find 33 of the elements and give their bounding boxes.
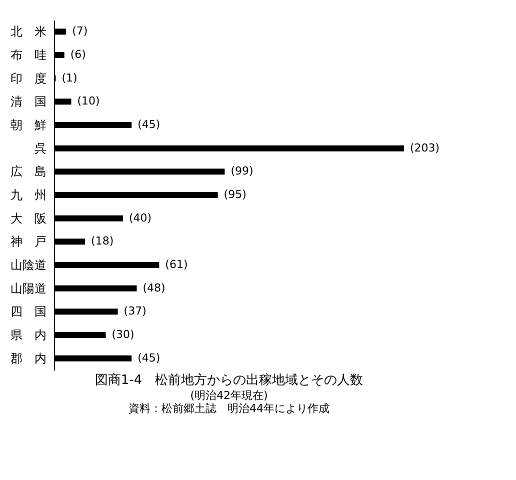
data-label: (1) — [62, 71, 78, 84]
data-label: (61) — [165, 258, 188, 271]
y-tick-label: 県 内 — [10, 328, 46, 342]
y-tick-label: 山陽道 — [10, 281, 46, 296]
data-label: (95) — [224, 188, 246, 201]
y-tick-label: 九 州 — [10, 188, 46, 202]
data-label: (30) — [112, 328, 134, 341]
data-label: (203) — [410, 141, 440, 154]
data-label: (18) — [91, 234, 114, 248]
text: 図商1-4 松前地方からの出稼地域とその人数 — [94, 372, 364, 388]
y-tick-label: 四 国 — [10, 304, 46, 319]
data-label: (6) — [70, 48, 86, 61]
y-tick-label: 大 阪 — [10, 211, 46, 226]
text: 資料：松前郷土誌 明治44年により作成 — [128, 402, 330, 415]
y-tick-label: 山陰道 — [10, 258, 46, 272]
data-label: (45) — [138, 118, 160, 131]
data-label: (10) — [77, 94, 100, 108]
y-tick-label: 広 島 — [10, 164, 46, 179]
y-tick-label: 神 戸 — [10, 234, 46, 249]
y-tick-label: 印 度 — [10, 71, 46, 86]
y-tick-label: 呉 — [34, 141, 46, 156]
data-label: (48) — [142, 281, 166, 294]
data-label: (40) — [128, 211, 152, 224]
y-tick-label: 郡 内 — [10, 351, 46, 366]
text: (明治42年現在) — [190, 389, 268, 402]
y-tick-label: 布 哇 — [10, 48, 46, 62]
y-tick-label: 北 米 — [10, 24, 46, 39]
data-label: (7) — [72, 24, 88, 38]
data-label: (99) — [230, 164, 254, 178]
y-tick-label: 朝 鮮 — [10, 118, 46, 132]
y-tick-label: 清 国 — [10, 94, 46, 109]
data-label: (37) — [124, 304, 146, 318]
data-label: (45) — [138, 351, 160, 364]
